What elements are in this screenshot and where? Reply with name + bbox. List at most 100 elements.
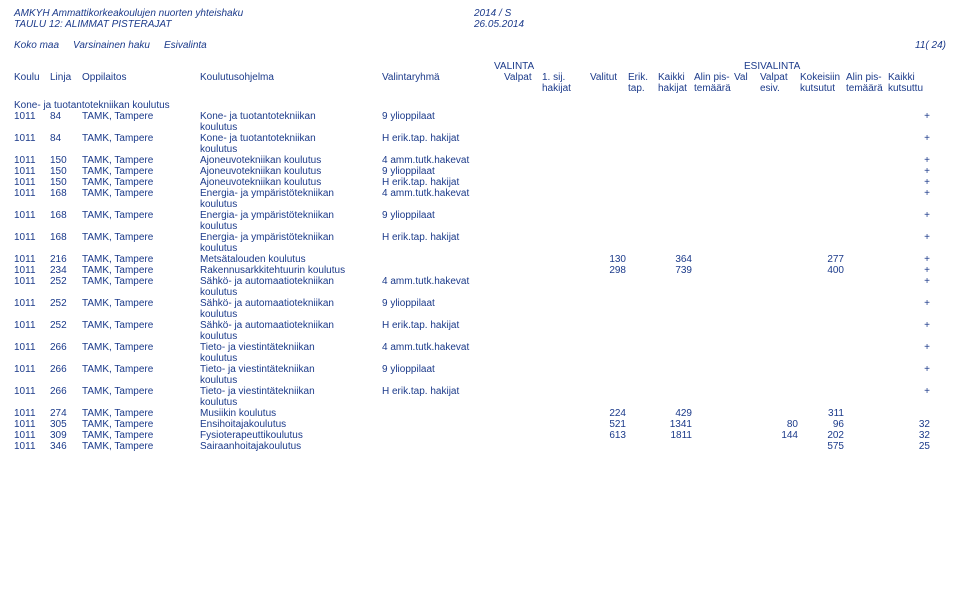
cell-valpat (504, 133, 540, 155)
cell-opp: TAMK, Tampere (82, 441, 198, 452)
cell-val (734, 232, 758, 254)
cell-valitut (590, 111, 626, 133)
cell-erik (628, 386, 656, 408)
cell-koulu: 1011 (14, 320, 48, 342)
cell-kaikkihak: 1811 (658, 430, 692, 441)
cell-alinpise (846, 342, 886, 364)
table-row: 1011168TAMK, TampereEnergia- ja ympärist… (14, 232, 946, 254)
cell-valpatesiv (760, 111, 798, 133)
cell-valpat (504, 430, 540, 441)
cell-kokeisiin (800, 232, 844, 254)
cell-valpat (504, 298, 540, 320)
cell-valpat (504, 386, 540, 408)
table-row: 101184TAMK, TampereKone- ja tuotantotekn… (14, 133, 946, 155)
cell-val (734, 188, 758, 210)
cell-alinpisv (694, 298, 732, 320)
cell-ohjelma: Kone- ja tuotantotekniikan koulutus (200, 111, 380, 133)
table-row: 1011305TAMK, TampereEnsihoitajakoulutus5… (14, 419, 946, 430)
cell-valpat (504, 265, 540, 276)
cell-valitut: 613 (590, 430, 626, 441)
cell-sij1 (542, 298, 588, 320)
cell-valitut (590, 177, 626, 188)
cell-alinpise (846, 177, 886, 188)
table-row: 1011150TAMK, TampereAjoneuvotekniikan ko… (14, 177, 946, 188)
cell-ohjelma: Metsätalouden koulutus (200, 254, 380, 265)
cell-kokeisiin (800, 133, 844, 155)
cell-kokeisiin (800, 210, 844, 232)
cell-ohjelma: Energia- ja ympäristötekniikan koulutus (200, 232, 380, 254)
cell-kaikkihak (658, 276, 692, 298)
cell-valitut (590, 386, 626, 408)
col-valpat-esiv: Valpat esiv. (760, 72, 798, 94)
cell-alinpisv (694, 155, 732, 166)
cell-koulu: 1011 (14, 254, 48, 265)
table-row: 1011168TAMK, TampereEnergia- ja ympärist… (14, 210, 946, 232)
cell-alinpise (846, 276, 886, 298)
cell-val (734, 419, 758, 430)
cell-valitut (590, 210, 626, 232)
cell-alinpisv (694, 364, 732, 386)
cell-erik (628, 166, 656, 177)
cell-ryhma (382, 254, 502, 265)
cell-ryhma (382, 441, 502, 452)
cell-valpatesiv (760, 177, 798, 188)
cell-kokeisiin: 311 (800, 408, 844, 419)
cell-kokeisiin: 277 (800, 254, 844, 265)
cell-ryhma: 9 ylioppilaat (382, 111, 502, 133)
cell-alinpise (846, 210, 886, 232)
cell-sij1 (542, 276, 588, 298)
cell-alinpise (846, 419, 886, 430)
cell-erik (628, 441, 656, 452)
cell-opp: TAMK, Tampere (82, 342, 198, 364)
table-row: 1011252TAMK, TampereSähkö- ja automaatio… (14, 276, 946, 298)
cell-kaikkihak (658, 188, 692, 210)
cell-opp: TAMK, Tampere (82, 254, 198, 265)
cell-kaikkikut: + (888, 254, 932, 265)
cell-ohjelma: Ajoneuvotekniikan koulutus (200, 166, 380, 177)
cell-alinpisv (694, 254, 732, 265)
super-header-valinta: VALINTA (494, 61, 744, 72)
cell-val (734, 210, 758, 232)
table-row: 1011266TAMK, TampereTieto- ja viestintät… (14, 342, 946, 364)
cell-valpatesiv (760, 210, 798, 232)
cell-linja: 168 (50, 210, 80, 232)
col-valintaryhma: Valintaryhmä (382, 72, 502, 94)
cell-ohjelma: Tieto- ja viestintätekniikan koulutus (200, 386, 380, 408)
cell-kaikkikut: + (888, 210, 932, 232)
cell-koulu: 1011 (14, 232, 48, 254)
cell-ryhma (382, 419, 502, 430)
table-row: 101184TAMK, TampereKone- ja tuotantotekn… (14, 111, 946, 133)
cell-valpat (504, 320, 540, 342)
cell-ryhma: 9 ylioppilaat (382, 298, 502, 320)
cell-kaikkihak (658, 133, 692, 155)
cell-kaikkihak (658, 232, 692, 254)
report-title-2: TAULU 12: ALIMMAT PISTERAJAT (14, 19, 474, 30)
col-koulu: Koulu (14, 72, 48, 94)
cell-alinpise (846, 364, 886, 386)
cell-sij1 (542, 254, 588, 265)
cell-ryhma: H erik.tap. hakijat (382, 320, 502, 342)
cell-alinpise (846, 155, 886, 166)
cell-valitut (590, 166, 626, 177)
cell-erik (628, 430, 656, 441)
cell-koulu: 1011 (14, 177, 48, 188)
cell-valpat (504, 441, 540, 452)
cell-valitut: 130 (590, 254, 626, 265)
page-indicator: 11( 24) (915, 40, 946, 51)
table-row: 1011234TAMK, TampereRakennusarkkitehtuur… (14, 265, 946, 276)
cell-ohjelma: Energia- ja ympäristötekniikan koulutus (200, 188, 380, 210)
cell-alinpisv (694, 166, 732, 177)
table-row: 1011266TAMK, TampereTieto- ja viestintät… (14, 364, 946, 386)
cell-kaikkihak (658, 386, 692, 408)
cell-val (734, 111, 758, 133)
cell-kaikkihak (658, 342, 692, 364)
cell-val (734, 177, 758, 188)
cell-ryhma (382, 265, 502, 276)
cell-valpatesiv (760, 298, 798, 320)
cell-valpat (504, 342, 540, 364)
cell-kokeisiin: 202 (800, 430, 844, 441)
cell-alinpisv (694, 265, 732, 276)
cell-valpat (504, 210, 540, 232)
cell-linja: 252 (50, 276, 80, 298)
cell-sij1 (542, 188, 588, 210)
